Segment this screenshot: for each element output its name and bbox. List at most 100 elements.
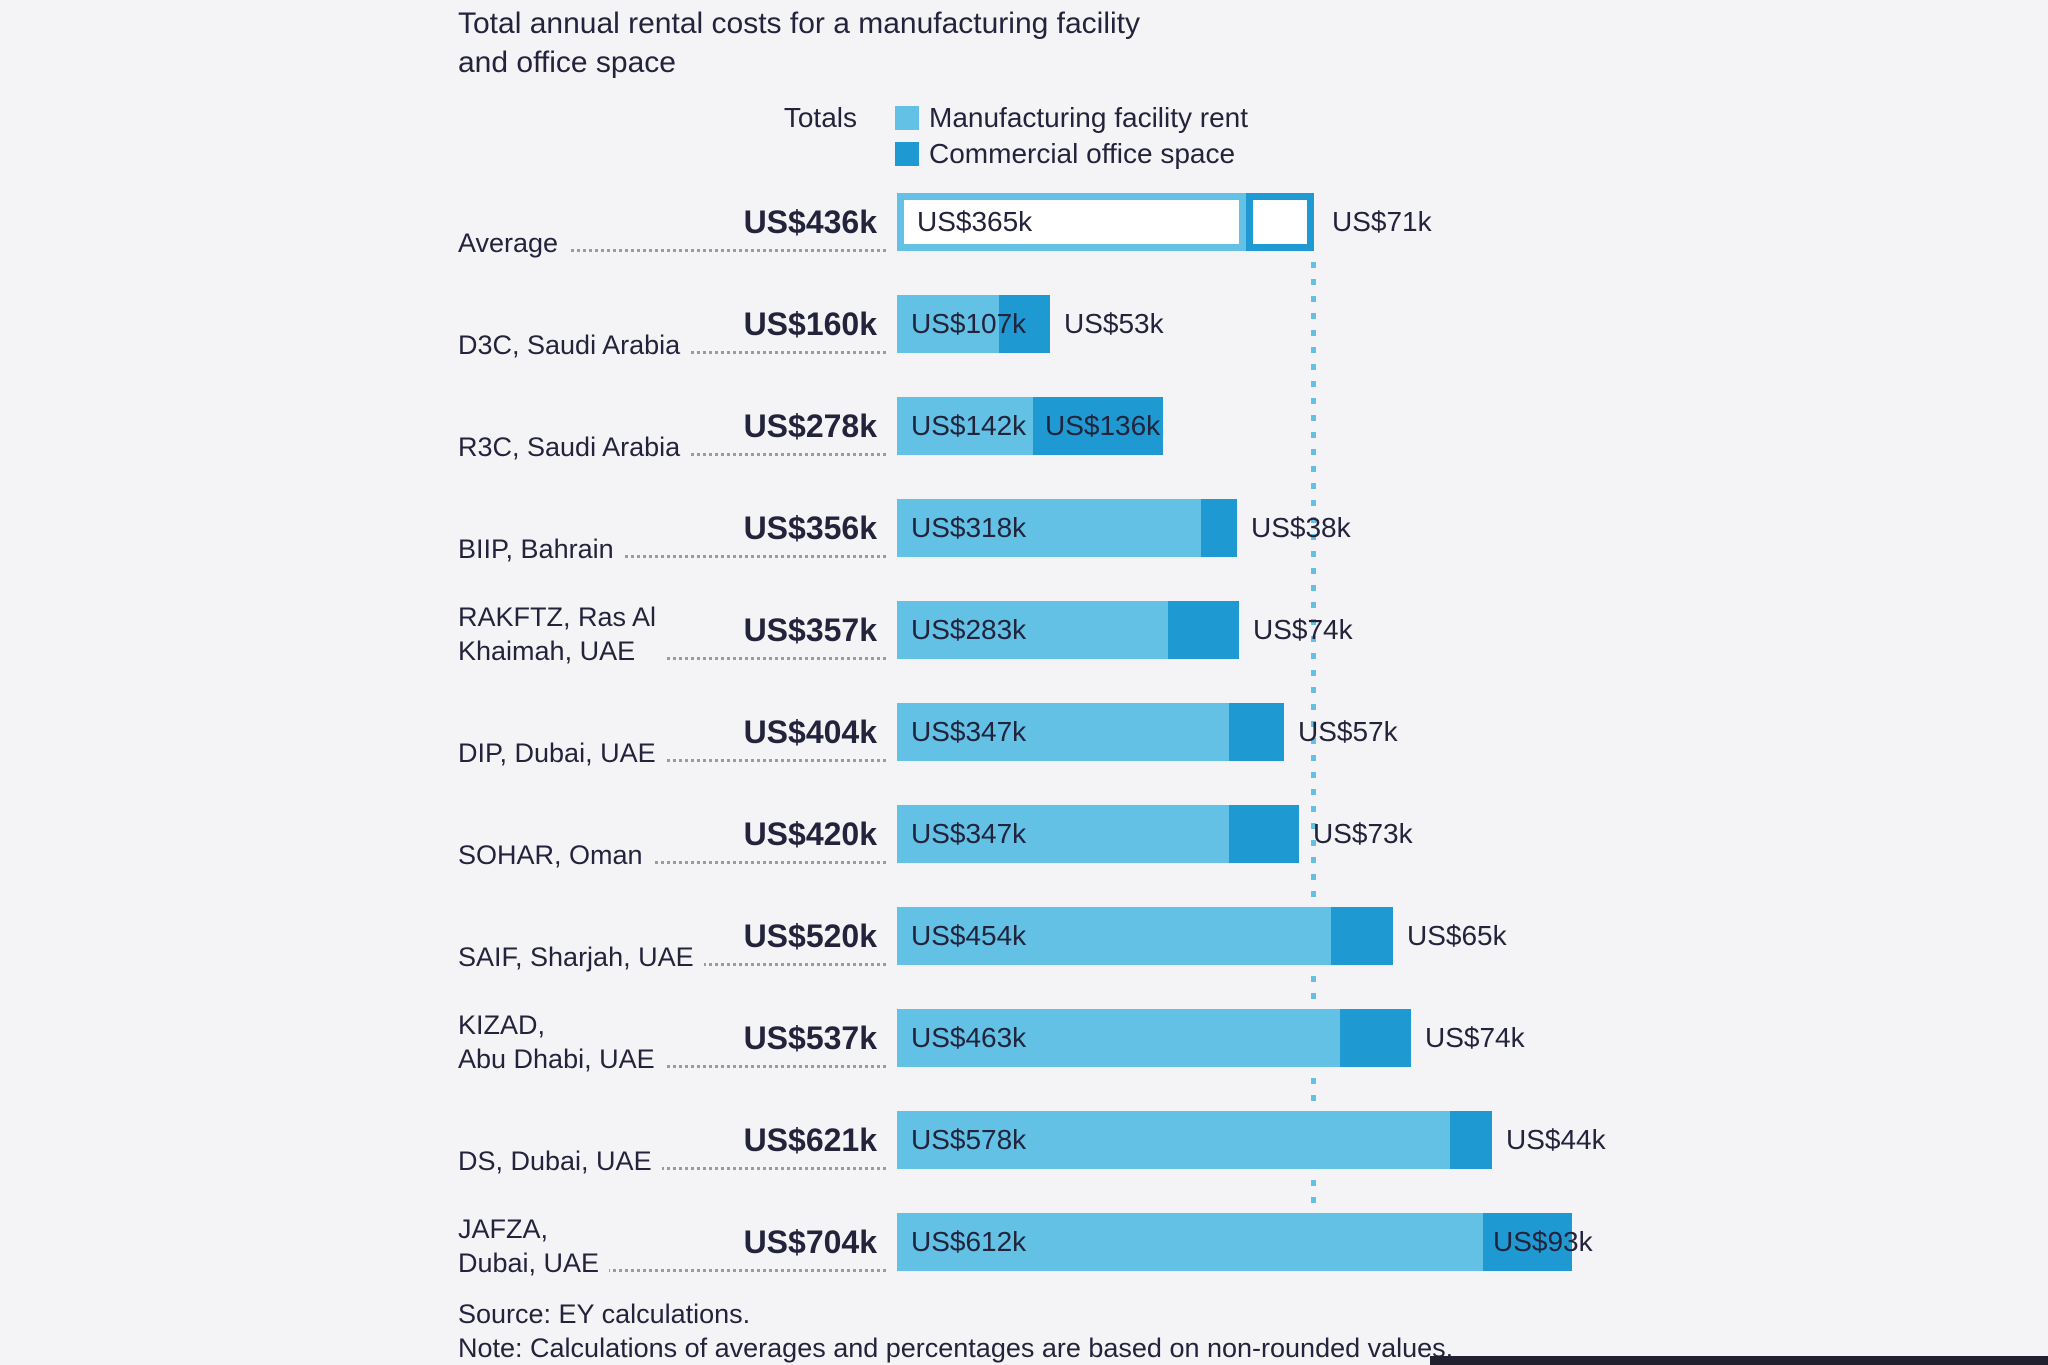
manufacturing-segment: [897, 1111, 1450, 1169]
row-category-label: DS, Dubai, UAE: [458, 1144, 662, 1178]
leader-dots: [458, 1167, 886, 1170]
chart-row: D3C, Saudi Arabia US$160k US$107k US$53k: [0, 273, 2048, 375]
row-total-value: US$621k: [743, 1122, 877, 1158]
manufacturing-value-label: US$365k: [917, 206, 1033, 237]
row-total-value: US$160k: [743, 306, 877, 342]
office-segment: [1168, 601, 1239, 659]
office-segment: [1340, 1009, 1411, 1067]
leader-dots: [458, 657, 886, 660]
row-category-line: D3C, Saudi Arabia: [458, 330, 681, 360]
office-value-label: US$74k: [1425, 1022, 1525, 1053]
manufacturing-segment: [897, 805, 1229, 863]
manufacturing-value-label: US$318k: [911, 512, 1027, 543]
office-value-label: US$57k: [1298, 716, 1398, 747]
leader-dots: [458, 759, 886, 762]
manufacturing-swatch-icon: [895, 106, 919, 130]
manufacturing-segment: [897, 1009, 1340, 1067]
manufacturing-value-label: US$347k: [911, 818, 1027, 849]
chart-row: BIIP, Bahrain US$356k US$318k US$38k: [0, 477, 2048, 579]
totals-column-header: Totals: [783, 102, 857, 133]
row-category-label: DIP, Dubai, UAE: [458, 736, 666, 770]
row-category-line: KIZAD,: [458, 1010, 546, 1040]
row-category-label: D3C, Saudi Arabia: [458, 328, 691, 362]
chart-row: JAFZA, Dubai, UAE US$704k US$612k US$93k: [0, 1191, 2048, 1293]
stacked-bar: [897, 397, 1163, 455]
stacked-bar: [897, 805, 1299, 863]
office-value-label: US$93k: [1493, 1226, 1593, 1257]
row-total-value: US$404k: [743, 714, 877, 750]
row-category-line: SAIF, Sharjah, UAE: [458, 942, 694, 972]
methodology-note: Note: Calculations of averages and perce…: [458, 1333, 1454, 1363]
office-segment: [1483, 1213, 1572, 1271]
office-value-label: US$65k: [1407, 920, 1507, 951]
chart-title-line-1: Total annual rental costs for a manufact…: [458, 7, 1141, 40]
stacked-bar: [897, 907, 1393, 965]
office-value-label: US$74k: [1253, 614, 1353, 645]
office-value-label: US$44k: [1506, 1124, 1606, 1155]
manufacturing-segment: [897, 193, 1246, 251]
legend-item-manufacturing: Manufacturing facility rent: [895, 100, 1248, 136]
manufacturing-segment: [897, 397, 1033, 455]
manufacturing-segment: [897, 703, 1229, 761]
office-value-label: US$38k: [1251, 512, 1351, 543]
office-value-label: US$53k: [1064, 308, 1164, 339]
legend: Manufacturing facility rent Commercial o…: [895, 100, 1248, 172]
manufacturing-segment: [897, 907, 1331, 965]
stacked-bar: [897, 1213, 1572, 1271]
row-category-label: SAIF, Sharjah, UAE: [458, 940, 704, 974]
manufacturing-segment: [897, 601, 1168, 659]
bottom-brand-strip: [1430, 1356, 2048, 1365]
chart-row: Average US$436k US$365k US$71k: [0, 171, 2048, 273]
legend-label-manufacturing: Manufacturing facility rent: [929, 102, 1249, 133]
row-total-value: US$420k: [743, 816, 877, 852]
row-category-label: KIZAD, Abu Dhabi, UAE: [458, 1008, 665, 1076]
row-total-value: US$704k: [743, 1224, 877, 1260]
stacked-bar: [897, 499, 1237, 557]
row-category-label: JAFZA, Dubai, UAE: [458, 1212, 610, 1280]
row-total-value: US$436k: [743, 204, 877, 240]
stacked-bar-chart: Average US$436k US$365k US$71k D3C, Saudi Ar…: [0, 171, 2048, 1293]
manufacturing-segment: [897, 499, 1201, 557]
manufacturing-segment: [897, 1213, 1483, 1271]
stacked-bar: [897, 1009, 1411, 1067]
chart-row: KIZAD, Abu Dhabi, UAE US$537k US$463k US$74k: [0, 987, 2048, 1089]
row-category-label: SOHAR, Oman: [458, 838, 653, 872]
stacked-bar: [897, 1111, 1492, 1169]
row-category-line: Average: [458, 228, 559, 258]
row-category-line: Abu Dhabi, UAE: [458, 1044, 655, 1074]
manufacturing-value-label: US$142k: [911, 410, 1027, 441]
leader-dots: [458, 555, 886, 558]
office-value-label: US$73k: [1313, 818, 1413, 849]
manufacturing-value-label: US$454k: [911, 920, 1027, 951]
row-category-line: RAKFTZ, Ras Al: [458, 602, 657, 632]
leader-dots: [458, 861, 886, 864]
row-category-label: BIIP, Bahrain: [458, 532, 624, 566]
office-swatch-icon: [895, 142, 919, 166]
office-segment: [1229, 805, 1299, 863]
manufacturing-value-label: US$578k: [911, 1124, 1027, 1155]
leader-dots: [458, 1269, 886, 1272]
manufacturing-value-label: US$612k: [911, 1226, 1027, 1257]
manufacturing-value-label: US$283k: [911, 614, 1027, 645]
row-total-value: US$537k: [743, 1020, 877, 1056]
office-segment: [1450, 1111, 1492, 1169]
chart-row: SOHAR, Oman US$420k US$347k US$73k: [0, 783, 2048, 885]
chart-row: RAKFTZ, Ras Al Khaimah, UAE US$357k US$283k…: [0, 579, 2048, 681]
row-category-line: R3C, Saudi Arabia: [458, 432, 681, 462]
manufacturing-value-label: US$463k: [911, 1022, 1027, 1053]
row-category-label: Average: [458, 226, 569, 260]
chart-title: Total annual rental costs for a manufact…: [458, 4, 1140, 82]
stacked-bar: [897, 703, 1284, 761]
legend-item-office: Commercial office space: [895, 136, 1248, 172]
chart-footer: Source: EY calculations. Note: Calculati…: [458, 1297, 1453, 1365]
row-total-value: US$357k: [743, 612, 877, 648]
row-total-value: US$520k: [743, 918, 877, 954]
office-segment: [999, 295, 1050, 353]
row-category-line: DIP, Dubai, UAE: [458, 738, 656, 768]
row-category-line: SOHAR, Oman: [458, 840, 643, 870]
average-outline-bar: [897, 193, 1314, 251]
source-note: Source: EY calculations.: [458, 1299, 751, 1329]
office-segment: [1201, 499, 1237, 557]
manufacturing-segment: [897, 295, 999, 353]
chart-title-line-2: and office space: [458, 46, 676, 79]
